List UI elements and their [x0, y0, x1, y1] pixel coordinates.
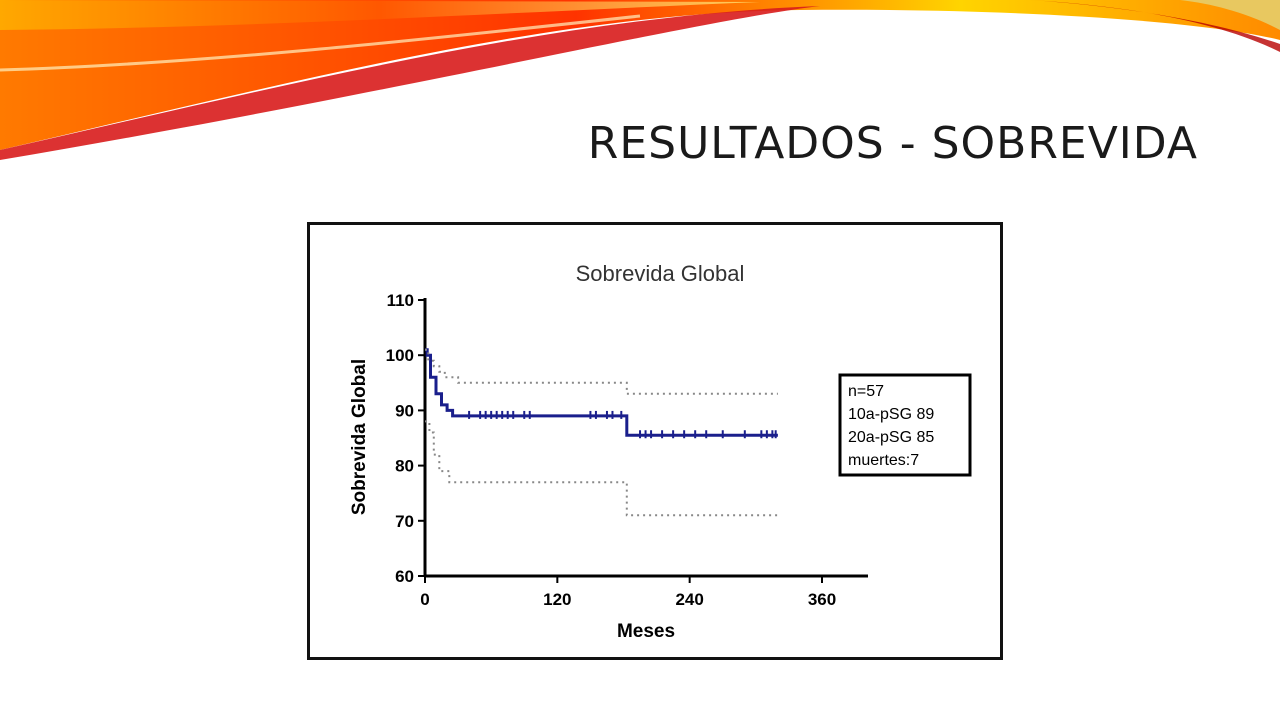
x-tick-label: 120 [543, 590, 571, 609]
y-tick-label: 60 [395, 567, 414, 586]
upper-ci-curve [425, 348, 778, 395]
y-tick-label: 110 [387, 291, 414, 310]
y-tick-label: 80 [395, 457, 414, 476]
x-tick-label: 0 [420, 590, 429, 609]
y-tick-label: 100 [386, 346, 414, 365]
legend-line-20a: 20a-pSG 85 [848, 429, 934, 446]
legend-line-10a: 10a-pSG 89 [848, 406, 934, 423]
slide-title: RESULTADOS - SOBREVIDA [587, 118, 1198, 169]
legend-box: n=57 10a-pSG 89 20a-pSG 85 muertes:7 [838, 373, 972, 477]
y-tick-label: 90 [395, 401, 414, 420]
y-tick-label: 70 [395, 512, 414, 531]
x-tick-label: 360 [808, 590, 836, 609]
censor-marks [468, 410, 777, 439]
legend-line-n: n=57 [848, 383, 884, 400]
x-tick-label: 240 [675, 590, 703, 609]
survival-chart: Sobrevida Global Sobrevida Global Meses … [349, 261, 972, 642]
chart-figure: Sobrevida Global Sobrevida Global Meses … [307, 222, 1003, 660]
x-axis-label: Meses [617, 621, 675, 642]
y-axis-label: Sobrevida Global [349, 359, 370, 515]
axis-ticks: 60 70 80 90 100 110 0 120 240 360 [386, 291, 837, 609]
decorative-banner [0, 0, 1280, 160]
survival-curve [425, 348, 778, 437]
survival-lines [425, 348, 778, 517]
lower-ci-curve [425, 420, 778, 517]
legend-line-deaths: muertes:7 [848, 452, 919, 469]
legend-frame [838, 373, 972, 477]
chart-title: Sobrevida Global [576, 261, 745, 286]
